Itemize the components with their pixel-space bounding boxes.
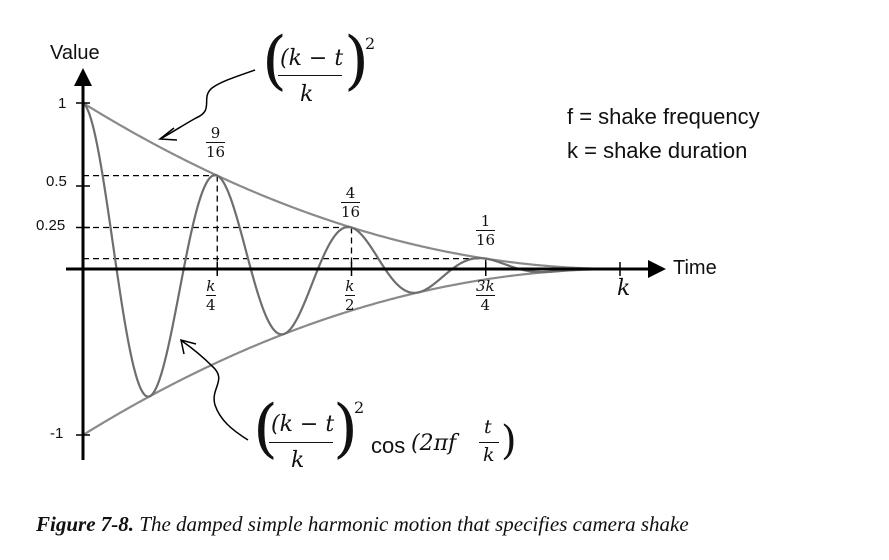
figure-caption: Figure 7-8. The damped simple harmonic m… [36,512,876,537]
upper-annotation-arrowhead [157,127,178,141]
caption-label: Figure 7-8. [36,512,135,536]
y-axis-arrow [74,68,92,86]
upper-annotation-pointer [161,69,256,139]
caption-text: The damped simple harmonic motion that s… [139,512,689,536]
damped-oscillation-line [82,102,620,398]
y-tick-label-0.5: 0.5 [46,173,67,190]
y-tick-label-1: 1 [58,95,67,112]
y-axis-label: Value [50,42,100,64]
y-tick-label-neg1: -1 [50,425,64,442]
lower-annotation-arrowhead [180,338,197,355]
peak-label-1-16: 1 16 [476,212,496,249]
legend-duration: k = shake duration [567,138,748,163]
x-tick-label-3k-4: 3k 4 [476,277,495,314]
y-tick-label-0.25: 0.25 [36,217,66,234]
legend-frequency: f = shake frequency [567,104,760,129]
peak-label-4-16: 4 16 [341,184,361,221]
x-axis-label: Time [673,257,717,279]
x-axis-arrow [648,260,666,278]
peak-label-9-16: 9 16 [206,124,226,161]
x-tick-label-k: k [617,276,631,301]
lower-annotation-pointer [181,340,249,441]
lower-envelope-line [82,267,620,436]
chart-svg [66,68,666,460]
